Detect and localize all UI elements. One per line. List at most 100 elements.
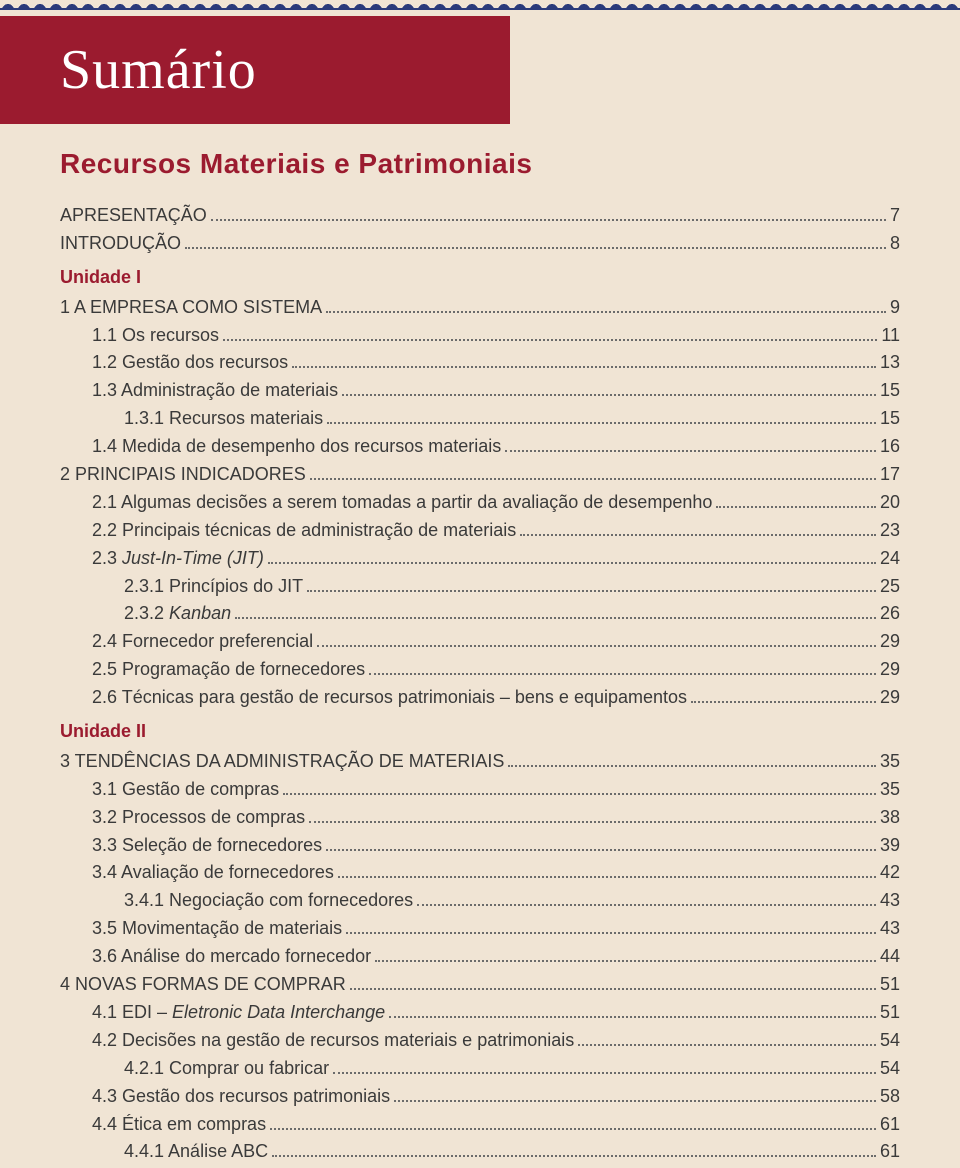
toc-label: 4.4.1 Análise ABC — [60, 1138, 268, 1166]
toc-label-text: 4.4 Ética em compras — [92, 1114, 266, 1134]
toc-page-number: 15 — [880, 405, 900, 433]
toc-label-text: 1.3.1 Recursos materiais — [124, 408, 323, 428]
toc-page-number: 42 — [880, 859, 900, 887]
toc-row: 3.4.1 Negociação com fornecedores43 — [60, 887, 900, 915]
toc-label-text: 3.5 Movimentação de materiais — [92, 918, 342, 938]
toc-row: 1.2 Gestão dos recursos13 — [60, 349, 900, 377]
toc-label-text: 2.2 Principais técnicas de administração… — [92, 520, 516, 540]
table-of-contents: APRESENTAÇÃO7INTRODUÇÃO8Unidade I1 A EMP… — [60, 202, 900, 1166]
toc-label: 3.5 Movimentação de materiais — [60, 915, 342, 943]
toc-row: 4.1 EDI – Eletronic Data Interchange51 — [60, 999, 900, 1027]
toc-label: 2.3.1 Princípios do JIT — [60, 573, 303, 601]
toc-page-number: 39 — [880, 832, 900, 860]
toc-row: 3.5 Movimentação de materiais 43 — [60, 915, 900, 943]
document-subtitle: Recursos Materiais e Patrimoniais — [60, 148, 900, 180]
toc-label-text: 3.3 Seleção de fornecedores — [92, 835, 322, 855]
toc-page-number: 7 — [890, 202, 900, 230]
toc-page-number: 25 — [880, 573, 900, 601]
toc-label: 1.4 Medida de desempenho dos recursos ma… — [60, 433, 501, 461]
toc-label-text: 4.3 Gestão dos recursos patrimoniais — [92, 1086, 390, 1106]
toc-page-number: 61 — [880, 1138, 900, 1166]
dot-leader — [307, 577, 876, 591]
toc-label-text: 2 PRINCIPAIS INDICADORES — [60, 464, 306, 484]
toc-label-italic: Eletronic Data Interchange — [172, 1002, 385, 1022]
dot-leader — [375, 948, 876, 962]
toc-label-text: 1.2 Gestão dos recursos — [92, 352, 288, 372]
toc-label-italic: Just-In-Time (JIT) — [122, 548, 264, 568]
toc-label-text: 3 TENDÊNCIAS DA ADMINISTRAÇÃO DE MATERIA… — [60, 751, 504, 771]
toc-label-text: 4.2.1 Comprar ou fabricar — [124, 1058, 329, 1078]
dot-leader — [223, 326, 877, 340]
toc-row: 3.6 Análise do mercado fornecedor44 — [60, 943, 900, 971]
toc-row: 2.3.1 Princípios do JIT 25 — [60, 573, 900, 601]
toc-label-text: 4.4.1 Análise ABC — [124, 1141, 268, 1161]
dot-leader — [283, 780, 876, 794]
toc-label: 2.6 Técnicas para gestão de recursos pat… — [60, 684, 687, 712]
dot-leader — [417, 892, 876, 906]
toc-row: 2.5 Programação de fornecedores29 — [60, 656, 900, 684]
toc-row: 3.2 Processos de compras38 — [60, 804, 900, 832]
toc-page-number: 58 — [880, 1083, 900, 1111]
toc-label: 4.3 Gestão dos recursos patrimoniais — [60, 1083, 390, 1111]
dot-leader — [235, 605, 876, 619]
unit-heading: Unidade II — [60, 718, 900, 746]
toc-page-number: 29 — [880, 628, 900, 656]
toc-label: 3.6 Análise do mercado fornecedor — [60, 943, 371, 971]
toc-page-number: 24 — [880, 545, 900, 573]
toc-label-text: 1.3 Administração de materiais — [92, 380, 338, 400]
dot-leader — [338, 864, 876, 878]
toc-row: 3 TENDÊNCIAS DA ADMINISTRAÇÃO DE MATERIA… — [60, 748, 900, 776]
dot-leader — [270, 1115, 876, 1129]
toc-row: 1.3.1 Recursos materiais 15 — [60, 405, 900, 433]
toc-page-number: 29 — [880, 684, 900, 712]
toc-label: 1.3 Administração de materiais — [60, 377, 338, 405]
toc-row: APRESENTAÇÃO 7 — [60, 202, 900, 230]
toc-row: 1.4 Medida de desempenho dos recursos ma… — [60, 433, 900, 461]
dot-leader — [505, 438, 876, 452]
dot-leader — [310, 466, 876, 480]
toc-label: 3.1 Gestão de compras — [60, 776, 279, 804]
toc-row: 4.3 Gestão dos recursos patrimoniais 58 — [60, 1083, 900, 1111]
toc-row: INTRODUÇÃO 8 — [60, 230, 900, 258]
toc-label: 1 A EMPRESA COMO SISTEMA — [60, 294, 322, 322]
toc-row: 4.2 Decisões na gestão de recursos mater… — [60, 1027, 900, 1055]
toc-row: 2.6 Técnicas para gestão de recursos pat… — [60, 684, 900, 712]
toc-label: 1.2 Gestão dos recursos — [60, 349, 288, 377]
dot-leader — [389, 1004, 876, 1018]
dot-leader — [346, 920, 876, 934]
toc-label: 2.4 Fornecedor preferencial — [60, 628, 313, 656]
toc-label-text: 3.2 Processos de compras — [92, 807, 305, 827]
toc-row: 3.3 Seleção de fornecedores 39 — [60, 832, 900, 860]
dot-leader — [268, 549, 876, 563]
dot-leader — [211, 207, 886, 221]
toc-row: 4 NOVAS FORMAS DE COMPRAR51 — [60, 971, 900, 999]
toc-page-number: 43 — [880, 915, 900, 943]
toc-label-text: 1.4 Medida de desempenho dos recursos ma… — [92, 436, 501, 456]
toc-label: 3 TENDÊNCIAS DA ADMINISTRAÇÃO DE MATERIA… — [60, 748, 504, 776]
title-banner: Sumário — [0, 16, 510, 124]
toc-page-number: 16 — [880, 433, 900, 461]
toc-page-number: 35 — [880, 748, 900, 776]
toc-page-number: 61 — [880, 1111, 900, 1139]
toc-label: APRESENTAÇÃO — [60, 202, 207, 230]
toc-label-text: 2.3.1 Princípios do JIT — [124, 576, 303, 596]
toc-label-italic: Kanban — [169, 603, 231, 623]
toc-row: 2 PRINCIPAIS INDICADORES 17 — [60, 461, 900, 489]
toc-page-number: 8 — [890, 230, 900, 258]
dot-leader — [185, 235, 886, 249]
dot-leader — [691, 689, 876, 703]
toc-page-number: 54 — [880, 1055, 900, 1083]
toc-page-number: 51 — [880, 971, 900, 999]
toc-page-number: 17 — [880, 461, 900, 489]
dot-leader — [333, 1059, 876, 1073]
dot-leader — [326, 298, 886, 312]
toc-label: INTRODUÇÃO — [60, 230, 181, 258]
toc-label-text: 4.1 EDI – — [92, 1002, 172, 1022]
dot-leader — [578, 1031, 876, 1045]
toc-label: 3.2 Processos de compras — [60, 804, 305, 832]
dot-leader — [350, 976, 876, 990]
toc-label: 1.3.1 Recursos materiais — [60, 405, 323, 433]
toc-row: 3.1 Gestão de compras35 — [60, 776, 900, 804]
toc-label-text: 1.1 Os recursos — [92, 325, 219, 345]
toc-label: 4.2 Decisões na gestão de recursos mater… — [60, 1027, 574, 1055]
